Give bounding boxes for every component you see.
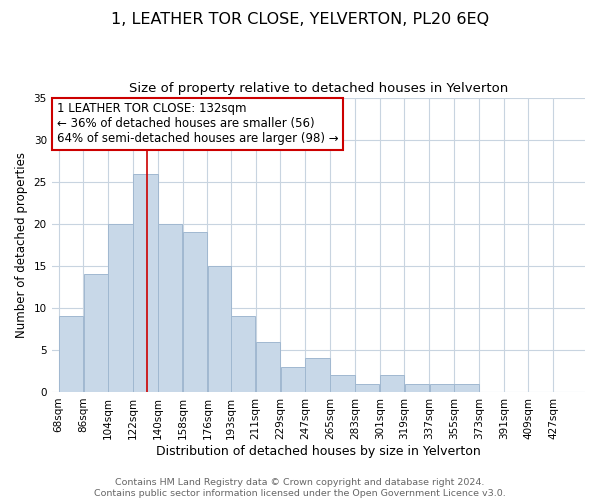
Bar bbox=[208, 266, 230, 392]
Title: Size of property relative to detached houses in Yelverton: Size of property relative to detached ho… bbox=[129, 82, 508, 96]
Bar bbox=[330, 375, 355, 392]
Bar bbox=[380, 375, 404, 392]
Bar bbox=[109, 224, 133, 392]
Y-axis label: Number of detached properties: Number of detached properties bbox=[15, 152, 28, 338]
Text: 1, LEATHER TOR CLOSE, YELVERTON, PL20 6EQ: 1, LEATHER TOR CLOSE, YELVERTON, PL20 6E… bbox=[111, 12, 489, 28]
Bar bbox=[83, 274, 108, 392]
Bar bbox=[231, 316, 256, 392]
Bar bbox=[430, 384, 454, 392]
Bar bbox=[158, 224, 182, 392]
Bar bbox=[59, 316, 83, 392]
Bar bbox=[405, 384, 429, 392]
Bar bbox=[454, 384, 479, 392]
Bar bbox=[133, 174, 158, 392]
Bar bbox=[281, 367, 305, 392]
X-axis label: Distribution of detached houses by size in Yelverton: Distribution of detached houses by size … bbox=[156, 444, 481, 458]
Text: Contains HM Land Registry data © Crown copyright and database right 2024.
Contai: Contains HM Land Registry data © Crown c… bbox=[94, 478, 506, 498]
Bar bbox=[355, 384, 379, 392]
Bar bbox=[256, 342, 280, 392]
Text: 1 LEATHER TOR CLOSE: 132sqm
← 36% of detached houses are smaller (56)
64% of sem: 1 LEATHER TOR CLOSE: 132sqm ← 36% of det… bbox=[57, 102, 338, 146]
Bar bbox=[183, 232, 207, 392]
Bar bbox=[305, 358, 330, 392]
